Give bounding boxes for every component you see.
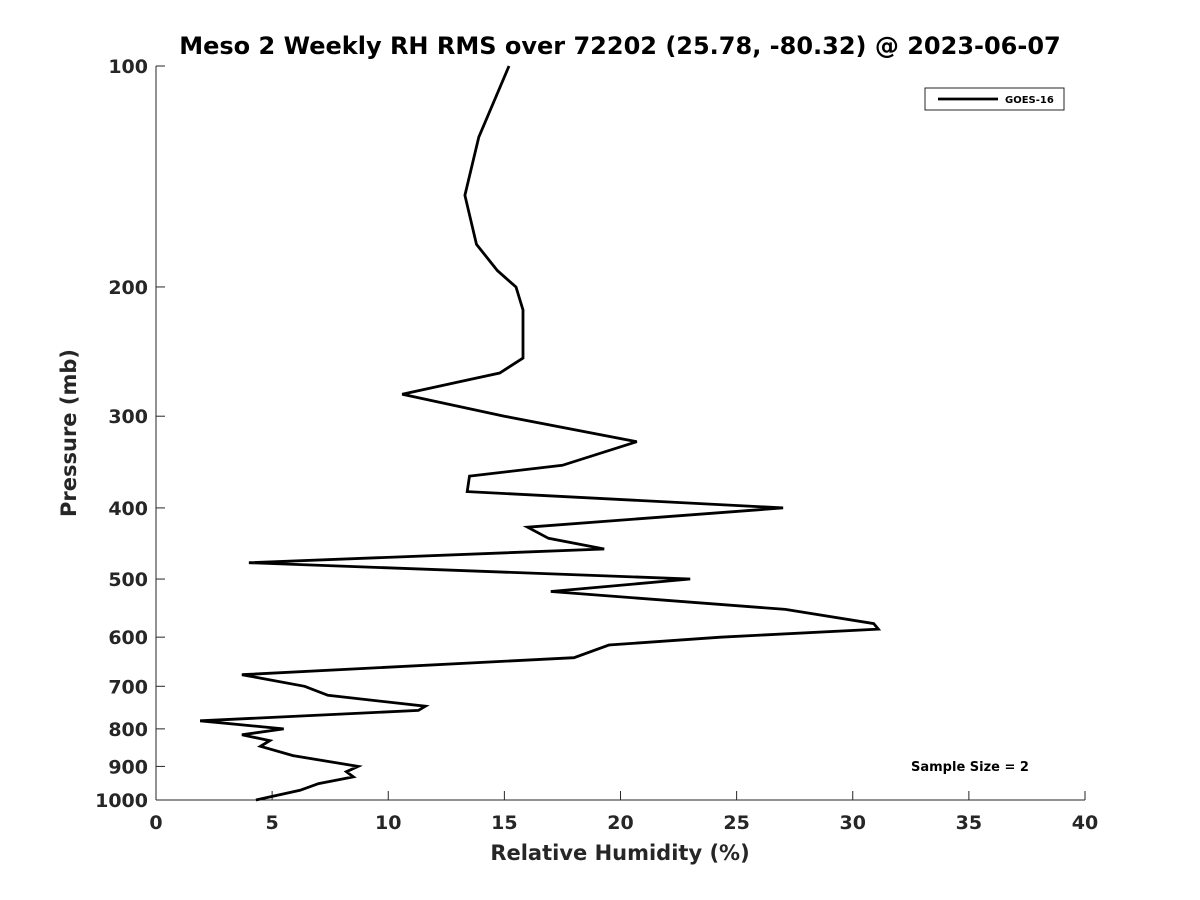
y-tick-label: 100 [108, 56, 148, 78]
y-tick-label: 600 [108, 627, 148, 649]
x-tick-label: 25 [723, 812, 749, 834]
legend-label-goes-16: GOES-16 [1005, 95, 1054, 106]
y-tick-label: 800 [108, 719, 148, 741]
x-tick-label: 15 [491, 812, 517, 834]
sample-size-annotation: Sample Size = 2 [911, 760, 1029, 775]
x-tick-label: 10 [375, 812, 401, 834]
x-axis-ticks: 0 5 10 15 20 25 30 35 40 [149, 791, 1098, 834]
y-tick-label: 500 [108, 569, 148, 591]
x-tick-label: 40 [1072, 812, 1098, 834]
x-tick-label: 35 [956, 812, 982, 834]
y-tick-label: 700 [108, 676, 148, 698]
y-tick-label: 300 [108, 406, 148, 428]
x-tick-label: 30 [840, 812, 866, 834]
chart-title: Meso 2 Weekly RH RMS over 72202 (25.78, … [179, 32, 1061, 60]
legend: GOES-16 [924, 87, 1065, 111]
y-tick-label: 900 [108, 756, 148, 778]
x-tick-label: 20 [607, 812, 633, 834]
series-line-goes-16 [199, 65, 882, 802]
y-axis-ticks: 100 200 300 400 500 600 700 800 900 1000 [95, 56, 165, 812]
x-axis-label: Relative Humidity (%) [490, 841, 749, 865]
y-tick-label: 1000 [95, 790, 148, 812]
y-axis-label: Pressure (mb) [57, 349, 81, 517]
x-tick-label: 5 [266, 812, 279, 834]
x-tick-label: 0 [149, 812, 162, 834]
plot-area: 0 5 10 15 20 25 30 35 40 100 200 300 400 500 600 700 80… [95, 56, 1098, 834]
y-tick-label: 400 [108, 498, 148, 520]
y-tick-label: 200 [108, 277, 148, 299]
